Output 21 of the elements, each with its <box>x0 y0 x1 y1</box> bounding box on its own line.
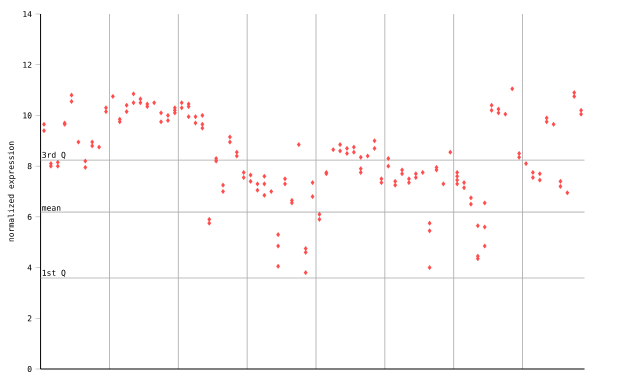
ref-line-label: 3rd Q <box>42 152 66 159</box>
y-tick-label: 2 <box>28 315 32 322</box>
y-tick-label: 6 <box>28 214 32 220</box>
y-tick-label: 10 <box>23 112 32 118</box>
ref-line-label: mean <box>42 206 60 211</box>
point <box>455 181 460 186</box>
point <box>455 178 460 183</box>
point <box>276 264 280 269</box>
point <box>200 112 204 118</box>
point <box>186 114 191 120</box>
y-tick-label: 4 <box>28 264 32 270</box>
point <box>304 270 308 276</box>
y-axis-title: normalized expression <box>8 142 16 242</box>
y-tick-label: 0 <box>28 366 32 372</box>
point <box>262 192 266 198</box>
ref-line-label: 1st Q <box>42 270 66 277</box>
point <box>482 244 487 249</box>
y-tick-label: 8 <box>28 163 32 170</box>
point <box>428 265 432 270</box>
y-tick-label: 14 <box>23 11 32 17</box>
y-tick-label: 12 <box>23 62 32 68</box>
